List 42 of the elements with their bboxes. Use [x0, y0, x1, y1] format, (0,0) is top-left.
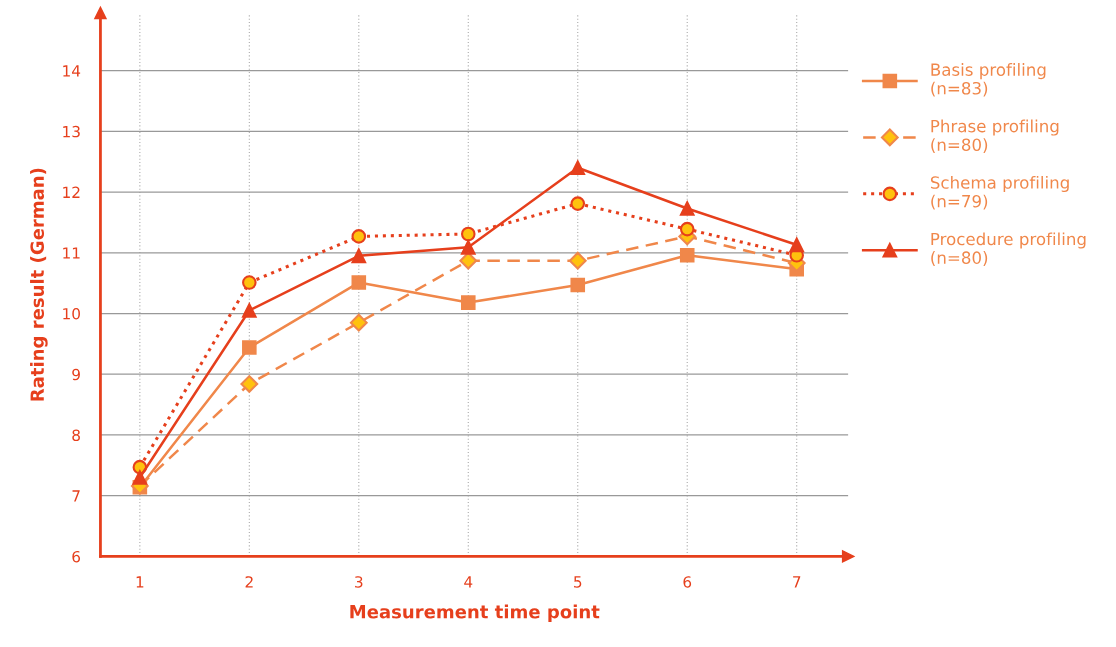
point [679, 247, 695, 263]
point [242, 340, 257, 355]
x-tick-label: 5 [574, 576, 582, 588]
point [460, 240, 476, 255]
point [242, 303, 257, 318]
point [242, 275, 257, 290]
x-tick-label: 1 [136, 576, 144, 588]
y-tick-label: 11 [63, 247, 80, 259]
y-tick-label: 6 [72, 550, 81, 563]
y-tick-label: 7 [72, 490, 80, 502]
y-tick-label: 8 [72, 429, 80, 441]
point [570, 196, 586, 211]
y-tick-label: 12 [63, 186, 80, 198]
legend-label: Procedure profiling (n=80) [931, 232, 1086, 266]
point [351, 275, 367, 290]
y-axis-title: Rating result (German) [30, 168, 48, 401]
point [568, 251, 587, 270]
x-axis-title: Measurement time point [350, 604, 600, 623]
y-tick-label: 13 [63, 125, 80, 138]
legend-label: Basis profiling (n=83) [931, 63, 1046, 97]
x-tick-label: 3 [355, 576, 363, 588]
point [789, 237, 804, 253]
point [351, 248, 367, 264]
y-tick-label: 9 [72, 368, 80, 381]
point [570, 277, 586, 293]
x-tick-label: 6 [683, 576, 692, 588]
x-tick-label: 2 [245, 576, 253, 588]
point [570, 160, 586, 176]
point [460, 226, 476, 242]
legend-label: Phrase profiling (n=80) [931, 119, 1059, 154]
point [679, 201, 695, 216]
point [679, 221, 695, 237]
point [240, 375, 259, 393]
y-tick-label: 14 [63, 65, 81, 77]
x-tick-label: 4 [464, 576, 473, 588]
x-tick-label: 7 [793, 576, 801, 588]
point [460, 295, 476, 310]
point [351, 229, 367, 244]
y-tick-label: 10 [63, 307, 80, 320]
point [132, 470, 148, 485]
legend-label: Schema profiling (n=79) [930, 175, 1069, 210]
point [349, 313, 368, 332]
